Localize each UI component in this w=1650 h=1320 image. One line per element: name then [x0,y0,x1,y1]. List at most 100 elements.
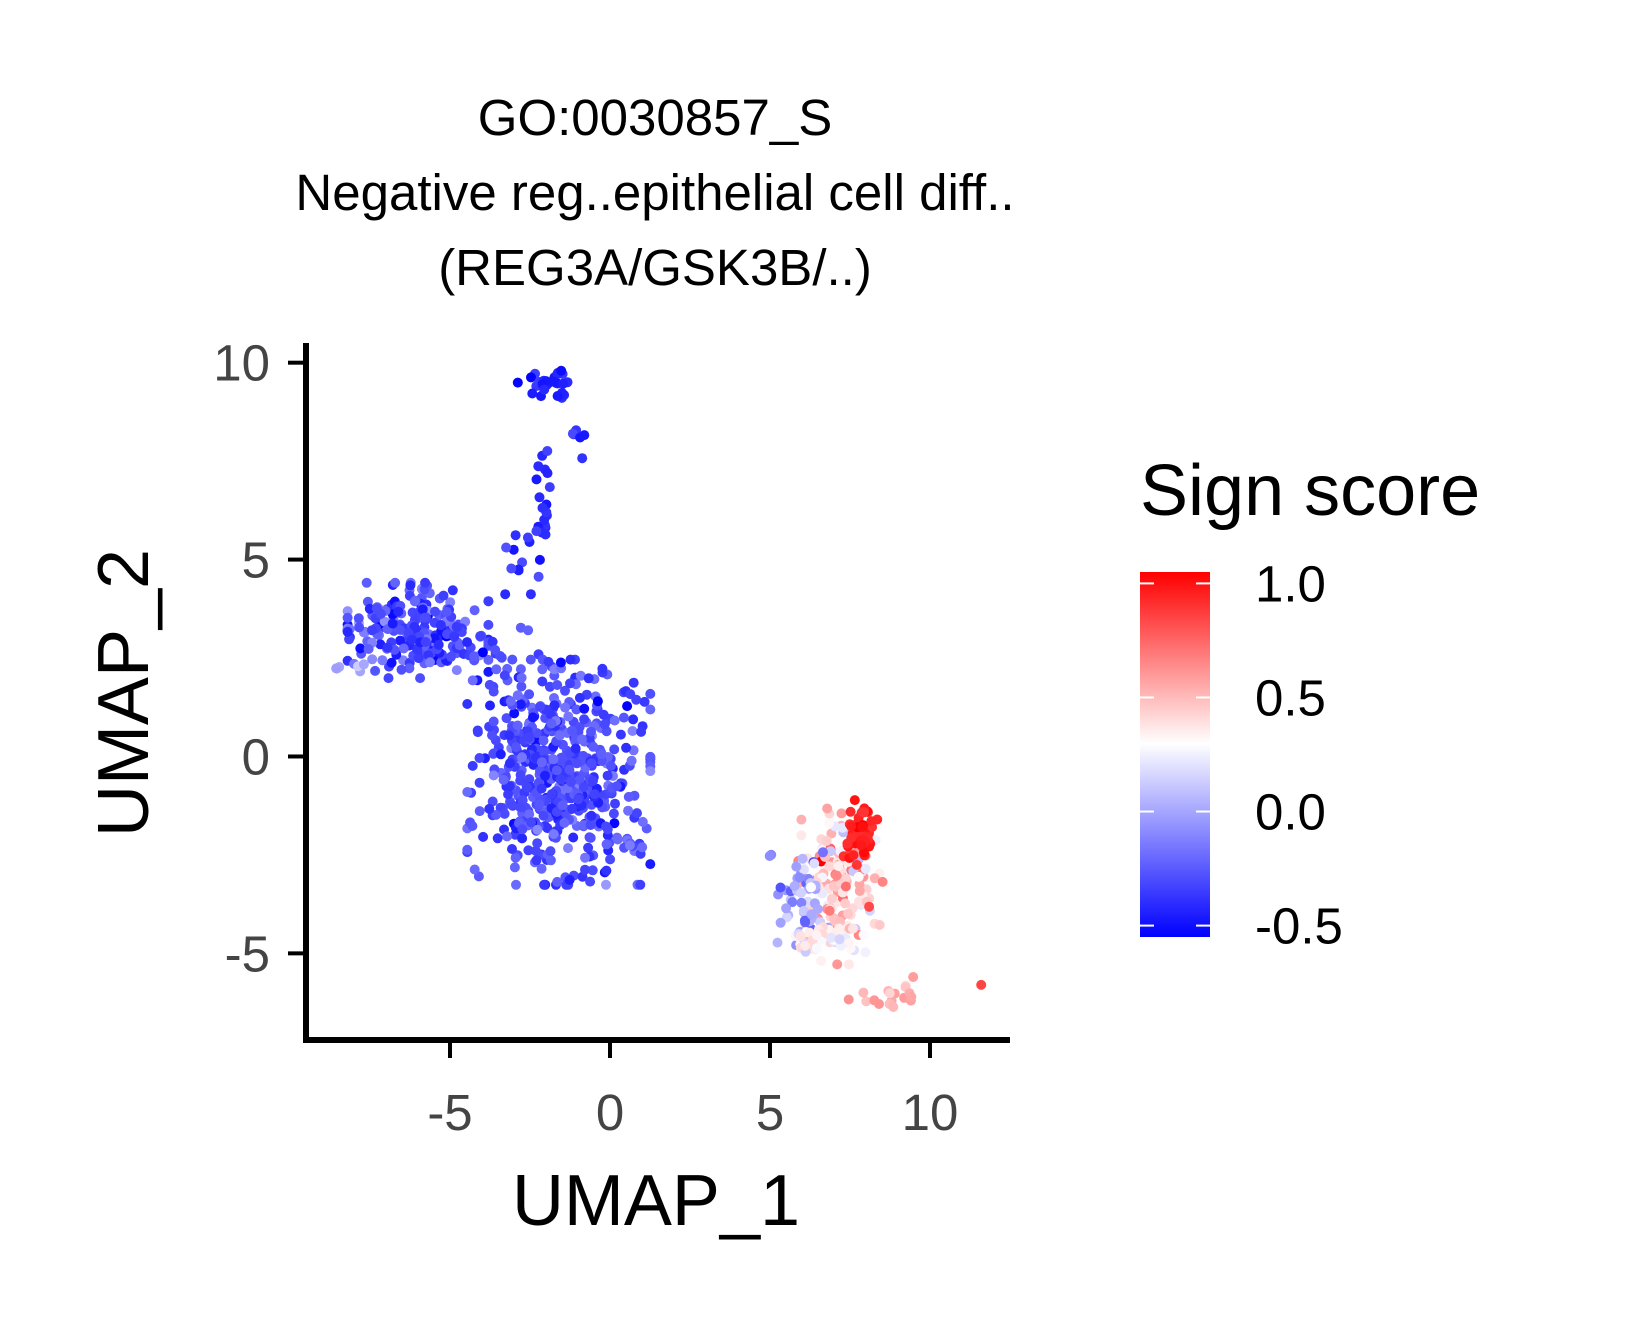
data-point [869,873,880,884]
data-point [537,664,548,675]
data-point [382,642,393,653]
data-point [579,430,590,441]
data-point [483,666,494,677]
data-point [537,502,548,513]
data-point [469,651,480,662]
data-point [794,872,805,883]
data-point [495,749,506,760]
data-point [775,882,786,893]
data-point [571,758,582,769]
data-point [488,770,499,781]
data-point [843,938,854,949]
data-point [441,606,452,617]
data-point [563,711,574,722]
data-point [557,800,568,811]
data-point [342,612,353,623]
data-point [361,577,372,588]
data-point [393,606,404,617]
y-axis-ticks: -5 0 5 10 [213,335,303,982]
data-point [592,696,603,707]
data-point [623,805,634,816]
data-point [574,692,585,703]
data-point [822,803,833,814]
data-point [536,757,547,768]
data-point [537,676,548,687]
data-point [386,657,397,668]
y-tick-label: 10 [213,335,270,392]
data-point [483,619,494,630]
data-point [570,743,581,754]
data-point [484,803,495,814]
data-point [544,482,555,493]
data-point [353,613,364,624]
data-point [542,468,553,479]
data-point [764,851,775,861]
data-point [487,636,498,647]
data-point [545,846,556,857]
data-point [527,388,538,399]
data-point [824,861,835,872]
data-point [472,727,483,738]
data-point [546,718,557,729]
data-point [462,787,473,797]
data-point [579,703,590,714]
x-axis-title: UMAP_1 [512,1161,800,1241]
data-point [858,847,869,858]
data-point [597,663,608,674]
data-point [567,725,577,736]
data-point [795,931,806,942]
data-point [515,664,526,675]
data-point [530,845,541,856]
data-point [548,376,559,387]
data-point [609,818,620,829]
data-point [589,789,600,800]
legend-tick-label: 0.5 [1255,669,1326,726]
data-point [571,704,582,715]
data-point [358,659,369,670]
data-point [587,865,598,876]
legend-tick-label: 0.0 [1255,784,1326,841]
data-point [523,732,534,743]
data-point [824,905,835,916]
data-point [504,758,515,769]
data-point [552,391,563,401]
data-point [331,663,342,674]
data-point [806,882,816,893]
data-point [498,774,509,785]
data-point [355,643,366,654]
data-point [474,753,485,763]
data-point [509,708,520,719]
data-point [387,618,398,629]
legend-title: Sign score [1140,451,1480,531]
data-point [556,365,567,376]
data-point [645,704,656,715]
data-point [588,775,598,786]
data-point [555,774,566,785]
data-point [543,656,554,667]
data-point [525,654,536,665]
data-point [824,818,835,829]
data-point [506,799,517,810]
data-point [517,824,528,835]
x-tick-label: -5 [427,1084,472,1141]
data-point [601,879,611,890]
data-point [539,747,550,758]
data-point [446,651,456,662]
data-point [576,734,587,745]
data-point [501,542,512,553]
y-axis-title: UMAP_2 [84,549,164,837]
data-point [524,774,535,785]
data-point [859,807,870,818]
data-point [806,909,817,920]
data-point [884,988,895,999]
data-point [512,690,523,701]
data-point [861,996,872,1007]
data-point [409,596,420,607]
data-point [800,940,811,951]
data-point [908,972,919,982]
data-point [515,769,526,780]
data-point [415,673,426,684]
data-point [836,808,847,819]
data-point [447,585,458,596]
